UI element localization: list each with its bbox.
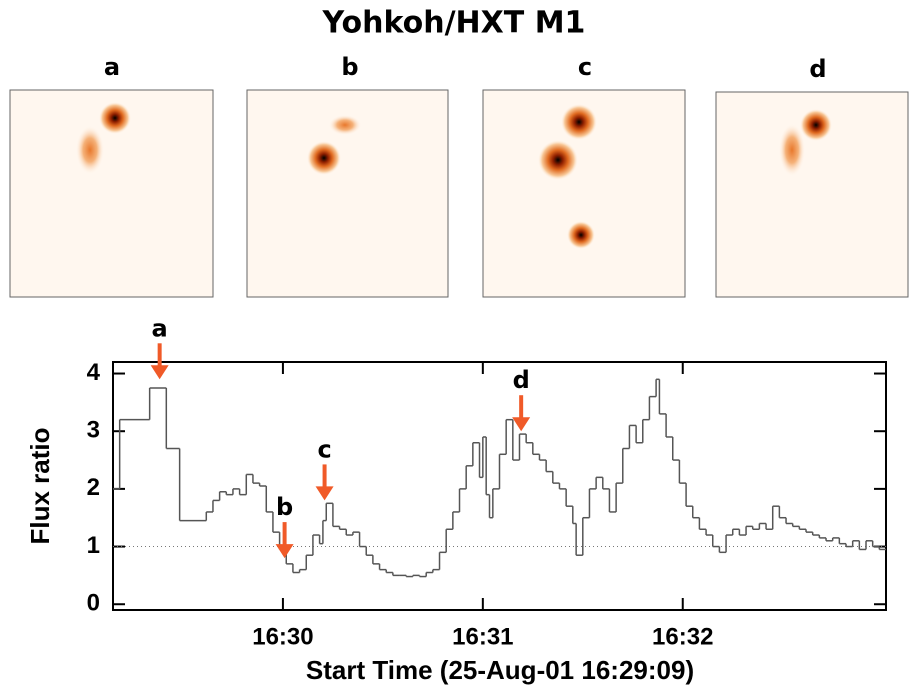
y-axis-title: Flux ratio xyxy=(25,427,55,544)
panel xyxy=(9,89,214,298)
x-axis-title: Start Time (25-Aug-01 16:29:09) xyxy=(306,655,694,685)
x-tick-label: 16:30 xyxy=(252,623,313,650)
x-tick-label: 16:32 xyxy=(652,623,713,650)
annotation-arrowhead xyxy=(315,486,334,501)
panel-label: a xyxy=(104,53,120,81)
annotation-arrowhead xyxy=(150,365,169,380)
annotation-arrowhead xyxy=(275,544,294,559)
annotation-label: c xyxy=(317,435,331,463)
y-tick-label: 3 xyxy=(87,417,100,444)
blob xyxy=(561,104,597,140)
blob xyxy=(329,115,361,135)
y-tick-label: 0 xyxy=(87,590,100,617)
y-tick-label: 1 xyxy=(87,532,100,559)
annotation-arrowhead xyxy=(512,417,531,432)
annotation-label: b xyxy=(276,493,293,521)
blob xyxy=(307,141,341,175)
y-tick-label: 4 xyxy=(87,359,101,386)
title: Yohkoh/HXT M1 xyxy=(322,6,586,41)
x-tick-label: 16:31 xyxy=(452,623,513,650)
blob xyxy=(567,221,595,249)
annotation-label: d xyxy=(513,366,530,394)
blob xyxy=(779,124,805,176)
blob xyxy=(538,140,578,180)
panel xyxy=(715,91,909,298)
panel-label: b xyxy=(341,53,358,81)
panel xyxy=(246,89,449,298)
panel-label: c xyxy=(578,53,592,81)
blob xyxy=(76,126,104,174)
y-tick-label: 2 xyxy=(87,474,100,501)
annotation-label: a xyxy=(152,314,168,342)
panels: a b c d xyxy=(9,53,909,298)
blob xyxy=(800,109,832,141)
panel xyxy=(482,89,686,298)
plot-frame xyxy=(112,361,887,611)
panel-label: d xyxy=(809,55,826,83)
blob xyxy=(99,102,131,134)
